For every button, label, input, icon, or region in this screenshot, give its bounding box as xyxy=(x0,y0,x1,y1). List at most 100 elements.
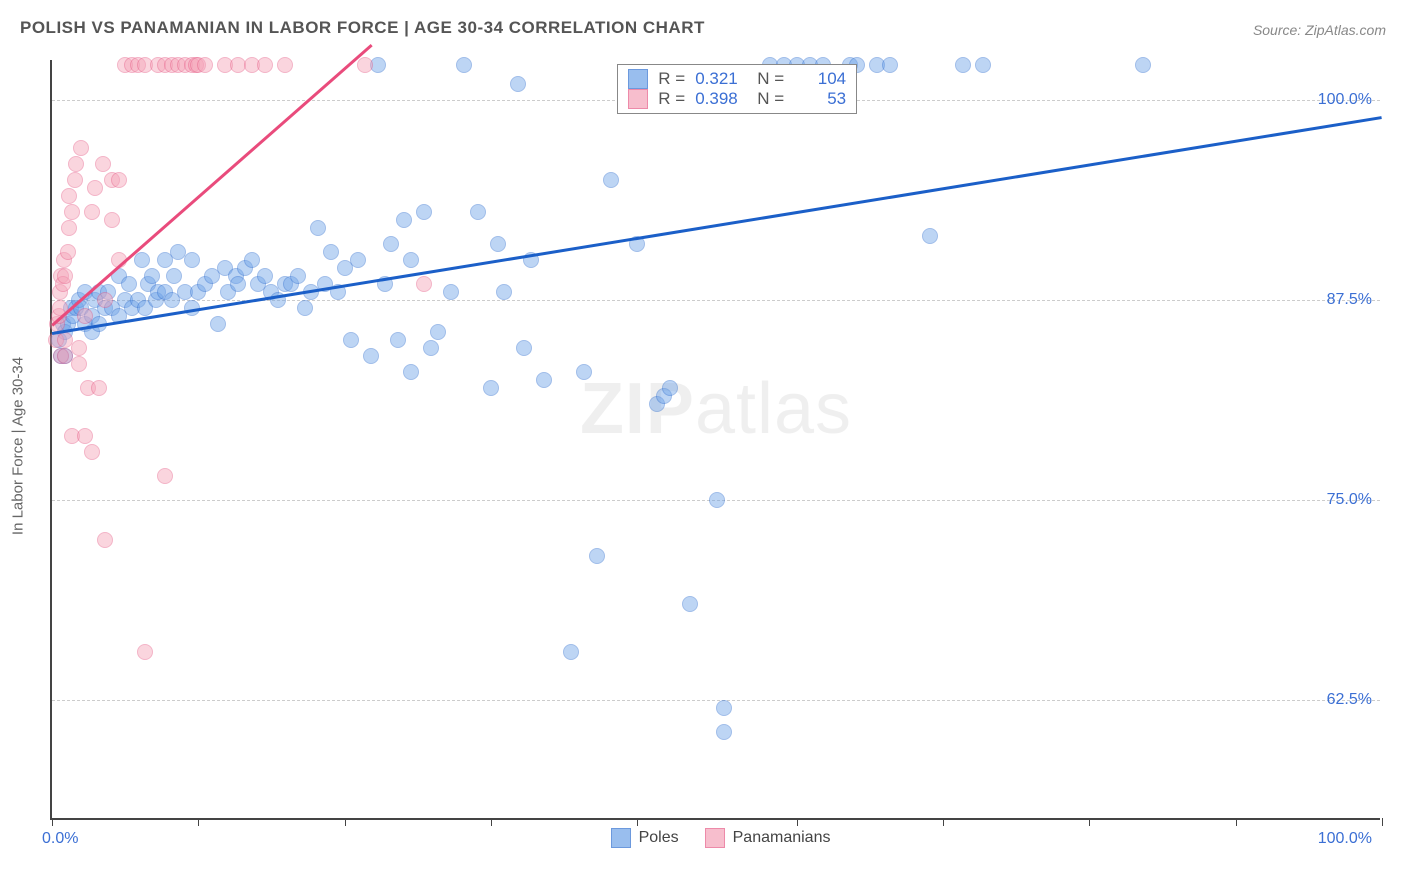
scatter-point xyxy=(516,340,532,356)
scatter-point xyxy=(257,268,273,284)
scatter-point xyxy=(350,252,366,268)
x-tick xyxy=(637,818,638,826)
scatter-point xyxy=(483,380,499,396)
y-tick-label: 62.5% xyxy=(1327,691,1372,709)
scatter-point xyxy=(77,428,93,444)
scatter-point xyxy=(144,268,160,284)
scatter-point xyxy=(383,236,399,252)
scatter-point xyxy=(716,724,732,740)
scatter-point xyxy=(134,252,150,268)
legend-label: Poles xyxy=(639,829,679,847)
scatter-point xyxy=(589,548,605,564)
scatter-point xyxy=(290,268,306,284)
y-axis-title: In Labor Force | Age 30-34 xyxy=(10,357,27,535)
scatter-point xyxy=(682,596,698,612)
scatter-point xyxy=(716,700,732,716)
scatter-point xyxy=(343,332,359,348)
scatter-point xyxy=(91,380,107,396)
scatter-point xyxy=(323,244,339,260)
scatter-point xyxy=(403,252,419,268)
scatter-point xyxy=(423,340,439,356)
scatter-point xyxy=(390,332,406,348)
scatter-point xyxy=(603,172,619,188)
legend: Poles Panamanians xyxy=(611,828,849,848)
scatter-point xyxy=(197,57,213,73)
scatter-point xyxy=(84,444,100,460)
scatter-point xyxy=(68,156,84,172)
x-tick xyxy=(345,818,346,826)
scatter-point xyxy=(416,276,432,292)
stats-row: R =0.398N =53 xyxy=(628,89,846,109)
scatter-point xyxy=(244,252,260,268)
scatter-point xyxy=(257,57,273,73)
scatter-point xyxy=(84,204,100,220)
scatter-point xyxy=(277,57,293,73)
scatter-point xyxy=(357,57,373,73)
stat-n-value: 104 xyxy=(794,69,846,89)
scatter-point xyxy=(496,284,512,300)
scatter-point xyxy=(184,252,200,268)
scatter-point xyxy=(104,212,120,228)
scatter-point xyxy=(363,348,379,364)
scatter-point xyxy=(470,204,486,220)
scatter-point xyxy=(97,292,113,308)
x-tick xyxy=(1236,818,1237,826)
scatter-point xyxy=(882,57,898,73)
x-tick xyxy=(797,818,798,826)
series-swatch xyxy=(628,89,648,109)
scatter-point xyxy=(71,356,87,372)
scatter-point xyxy=(71,340,87,356)
scatter-point xyxy=(443,284,459,300)
scatter-point xyxy=(576,364,592,380)
legend-swatch xyxy=(611,828,631,848)
x-axis-max-label: 100.0% xyxy=(1318,830,1372,848)
scatter-point xyxy=(67,172,83,188)
scatter-point xyxy=(166,268,182,284)
scatter-point xyxy=(297,300,313,316)
stat-r-label: R = xyxy=(658,69,685,89)
x-tick xyxy=(943,818,944,826)
scatter-point xyxy=(60,244,76,260)
stats-row: R = 0.321 N = 104 xyxy=(628,69,846,89)
scatter-point xyxy=(137,644,153,660)
stat-r-value: 0.321 xyxy=(695,69,747,89)
scatter-point xyxy=(95,156,111,172)
y-tick-label: 75.0% xyxy=(1327,491,1372,509)
scatter-point xyxy=(975,57,991,73)
scatter-point xyxy=(210,316,226,332)
x-tick xyxy=(52,818,53,826)
x-axis-min-label: 0.0% xyxy=(42,830,78,848)
scatter-point xyxy=(510,76,526,92)
y-tick-label: 87.5% xyxy=(1327,291,1372,309)
scatter-point xyxy=(77,308,93,324)
stat-n-label: N = xyxy=(757,69,784,89)
scatter-point xyxy=(61,188,77,204)
chart-title: POLISH VS PANAMANIAN IN LABOR FORCE | AG… xyxy=(20,18,705,38)
x-tick xyxy=(1089,818,1090,826)
chart-container: POLISH VS PANAMANIAN IN LABOR FORCE | AG… xyxy=(0,0,1406,892)
scatter-point xyxy=(1135,57,1151,73)
legend-label: Panamanians xyxy=(733,829,831,847)
stat-r-label: R = xyxy=(658,89,685,109)
stat-r-value: 0.398 xyxy=(695,89,747,109)
stats-box: R =0.321N =104R =0.398N =53 xyxy=(617,64,857,114)
series-swatch xyxy=(628,69,648,89)
x-tick xyxy=(491,818,492,826)
scatter-point xyxy=(563,644,579,660)
scatter-point xyxy=(87,180,103,196)
scatter-point xyxy=(396,212,412,228)
source-attribution: Source: ZipAtlas.com xyxy=(1253,22,1386,38)
scatter-point xyxy=(536,372,552,388)
x-tick xyxy=(1382,818,1383,826)
scatter-point xyxy=(61,220,77,236)
scatter-point xyxy=(57,268,73,284)
scatter-point xyxy=(662,380,678,396)
y-tick-label: 100.0% xyxy=(1318,91,1372,109)
watermark: ZIPatlas xyxy=(580,368,852,450)
scatter-point xyxy=(64,204,80,220)
scatter-point xyxy=(111,172,127,188)
scatter-point xyxy=(230,276,246,292)
plot-area: ZIPatlas 100.0%87.5%75.0%62.5%0.0%100.0%… xyxy=(50,60,1380,820)
scatter-point xyxy=(403,364,419,380)
scatter-point xyxy=(456,57,472,73)
